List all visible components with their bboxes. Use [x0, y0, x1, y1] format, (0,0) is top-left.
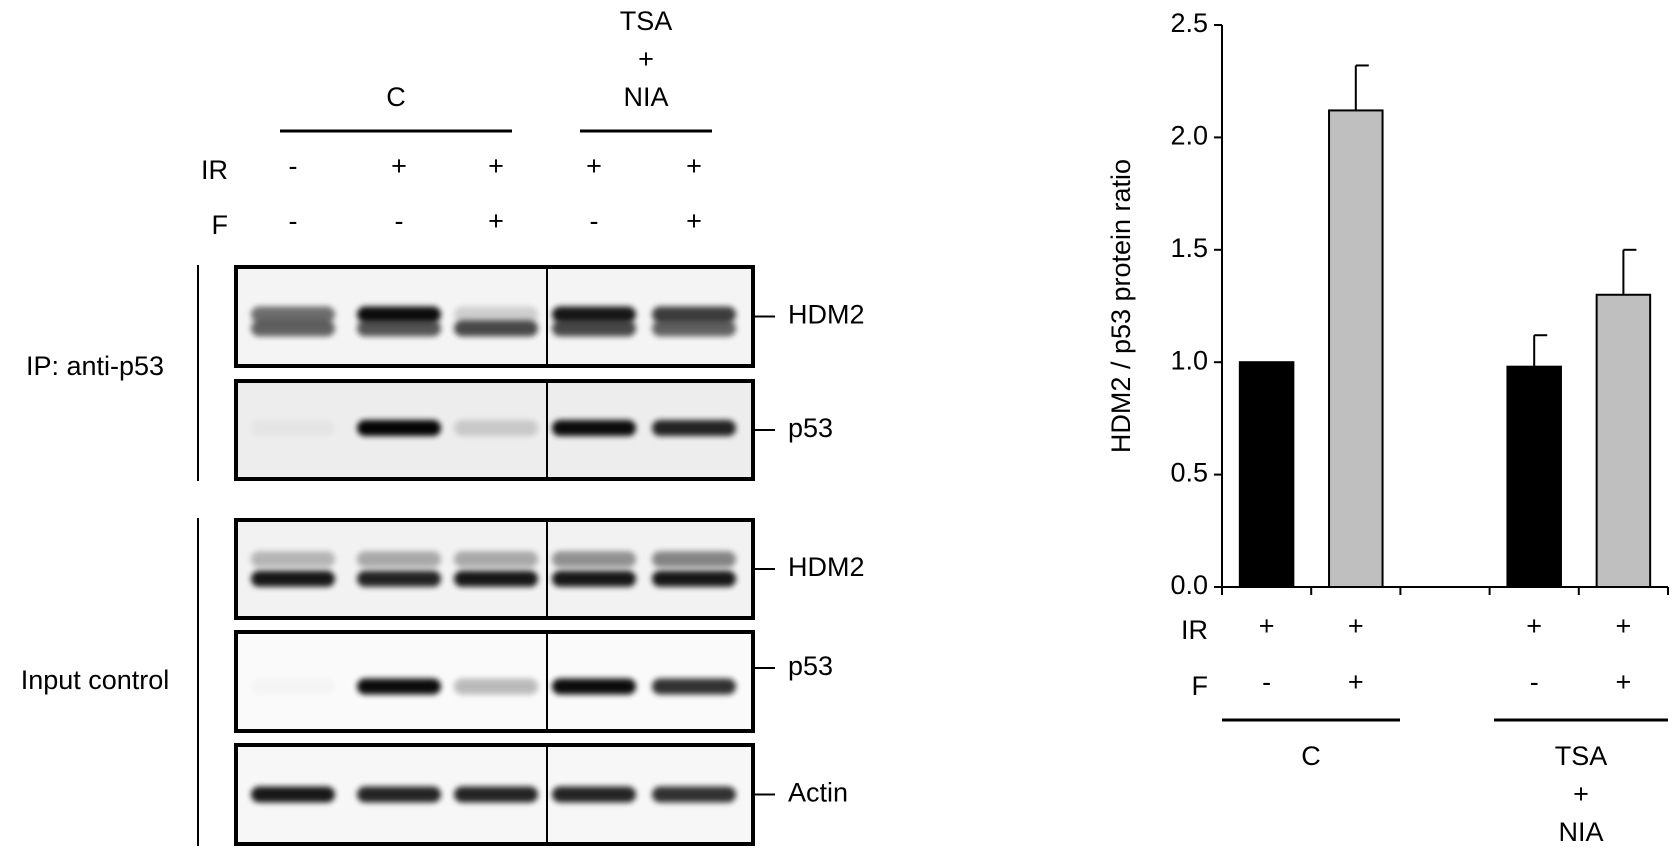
band: [357, 678, 441, 695]
row-sign: +: [686, 206, 702, 236]
band: [552, 570, 636, 587]
group-label: TSA: [620, 6, 673, 36]
row-sign: +: [686, 151, 702, 181]
row-name: F: [212, 210, 229, 240]
group-label: TSA: [1555, 741, 1608, 771]
band: [552, 551, 636, 568]
band: [454, 420, 538, 437]
band: [552, 306, 636, 323]
band: [251, 678, 335, 694]
row-sign: +: [1259, 611, 1275, 641]
panel-label: HDM2: [788, 552, 865, 582]
band: [251, 570, 335, 587]
group-label: C: [386, 82, 406, 112]
row-sign: +: [391, 151, 407, 181]
section-label: Input control: [21, 665, 170, 695]
band: [652, 678, 736, 695]
band: [552, 786, 636, 803]
y-axis-label: HDM2 / p53 protein ratio: [1106, 159, 1136, 453]
band: [454, 306, 538, 323]
row-sign: -: [590, 206, 599, 236]
bar: [1238, 361, 1295, 589]
row-sign: +: [1348, 611, 1364, 641]
y-tick-label: 0.5: [1170, 458, 1208, 488]
panel-label: p53: [788, 413, 833, 443]
row-name: IR: [1181, 615, 1208, 645]
band: [652, 420, 736, 437]
row-sign: -: [289, 151, 298, 181]
band: [357, 570, 441, 587]
row-name: F: [1192, 671, 1209, 701]
band: [454, 786, 538, 803]
row-sign: -: [395, 206, 404, 236]
group-label: NIA: [1558, 817, 1603, 847]
band: [454, 678, 538, 695]
y-tick-label: 1.5: [1170, 233, 1208, 263]
group-label: +: [638, 44, 654, 74]
band: [652, 570, 736, 587]
band: [552, 320, 636, 337]
row-sign: -: [289, 206, 298, 236]
band: [552, 678, 636, 695]
panel-label: HDM2: [788, 300, 865, 330]
y-tick-label: 0.0: [1170, 570, 1208, 600]
band: [652, 320, 736, 337]
y-tick-label: 2.0: [1170, 121, 1208, 151]
band: [251, 420, 335, 436]
row-sign: +: [1616, 611, 1632, 641]
row-sign: +: [1616, 667, 1632, 697]
group-label: C: [1301, 741, 1321, 771]
band: [357, 306, 441, 323]
band: [454, 551, 538, 568]
row-sign: +: [1526, 611, 1542, 641]
band: [357, 320, 441, 337]
band: [652, 786, 736, 803]
band: [357, 786, 441, 803]
row-sign: -: [1530, 667, 1539, 697]
row-name: IR: [201, 155, 228, 185]
row-sign: -: [1262, 667, 1271, 697]
blot-panel: [236, 520, 753, 618]
bar: [1506, 365, 1562, 589]
band: [251, 786, 335, 803]
band: [251, 306, 335, 323]
blot-frame: [234, 630, 755, 733]
band: [454, 570, 538, 587]
band: [251, 551, 335, 568]
band: [357, 551, 441, 568]
band: [552, 420, 636, 437]
y-tick-label: 2.5: [1170, 8, 1208, 38]
panel-label: Actin: [788, 778, 848, 808]
band: [454, 320, 538, 337]
row-sign: +: [586, 151, 602, 181]
group-label: +: [1573, 779, 1589, 809]
band: [652, 551, 736, 568]
row-sign: +: [1348, 667, 1364, 697]
row-sign: +: [488, 151, 504, 181]
band: [652, 306, 736, 323]
group-label: NIA: [623, 82, 668, 112]
panel-label: p53: [788, 651, 833, 681]
y-tick-label: 1.0: [1170, 345, 1208, 375]
row-sign: +: [488, 206, 504, 236]
bar: [1328, 109, 1384, 588]
bar: [1595, 293, 1652, 588]
band: [357, 420, 441, 437]
section-label: IP: anti-p53: [26, 351, 164, 381]
band: [251, 320, 335, 337]
